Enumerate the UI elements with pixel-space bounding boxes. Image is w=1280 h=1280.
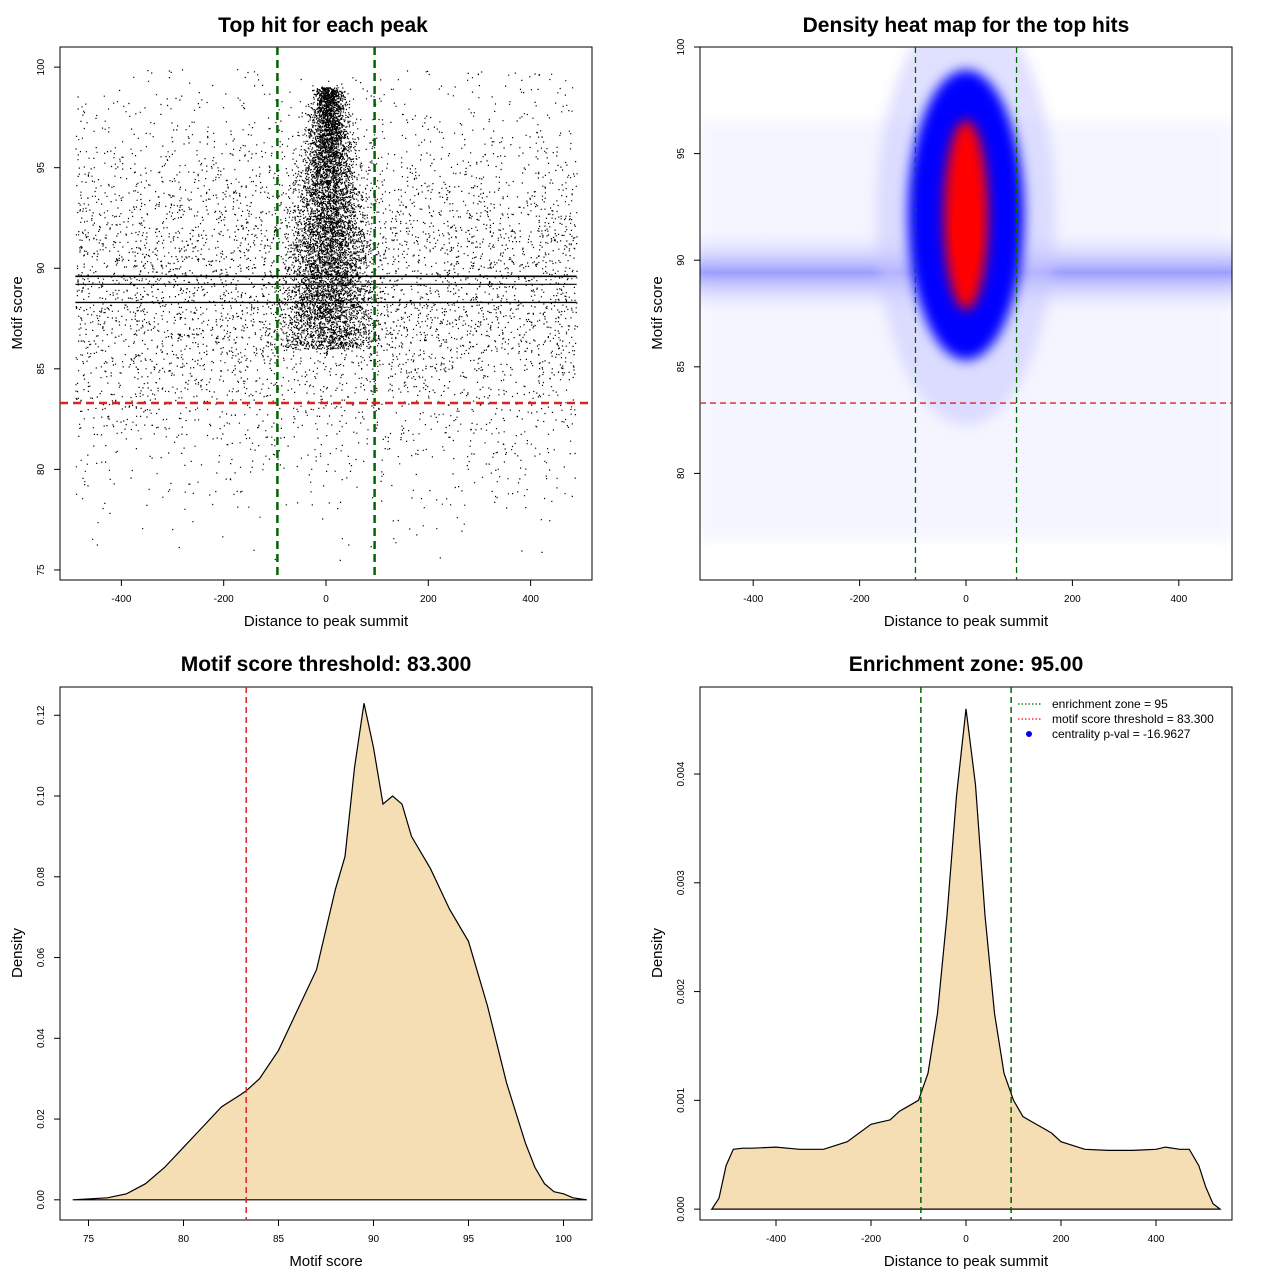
x-tick-label: 0 [963, 594, 969, 605]
x-axis: -400 -200 0 200 400 [743, 580, 1188, 605]
x-tick-label: 75 [83, 1234, 95, 1245]
density-area [72, 703, 587, 1201]
y-tick-label: 0.04 [36, 1028, 47, 1048]
panel-heatmap: Density heat map for the top hits 80 85 90… [649, 14, 1233, 630]
legend-label-threshold: motif score threshold = 83.300 [1052, 712, 1214, 726]
density-area [710, 708, 1223, 1210]
y-tick-label: 0.000 [676, 1196, 687, 1221]
chart-title: Density heat map for the top hits [803, 14, 1130, 37]
x-tick-label: 200 [1053, 1234, 1070, 1245]
y-tick-label: 80 [676, 467, 687, 479]
x-axis-label: Motif score [289, 1253, 362, 1270]
y-axis-label: Density [9, 927, 26, 978]
x-axis-label: Distance to peak summit [244, 613, 409, 630]
x-tick-label: -400 [111, 594, 131, 605]
legend-label-enrichment: enrichment zone = 95 [1052, 697, 1168, 711]
y-axis-label: Motif score [649, 276, 666, 349]
chart-title: Motif score threshold: 83.300 [181, 653, 472, 676]
y-axis: 80 85 90 95 100 [676, 38, 700, 479]
y-axis-label: Density [649, 927, 666, 978]
x-tick-label: 100 [555, 1234, 572, 1245]
panel-distance-density: Enrichment zone: 95.00 0.0000.0010.0020.… [649, 653, 1233, 1270]
x-axis-label: Distance to peak summit [884, 613, 1049, 630]
y-tick-label: 0.003 [676, 870, 687, 895]
y-tick-label: 90 [676, 254, 687, 266]
y-tick-label: 0.10 [36, 786, 47, 806]
y-tick-label: 95 [676, 148, 687, 160]
x-tick-label: 400 [522, 594, 539, 605]
panel-scatter: Top hit for each peak 75 80 85 90 95 100 -400… [9, 14, 593, 630]
chart-title: Top hit for each peak [218, 14, 428, 37]
x-axis: -400 -200 0 200 400 [111, 580, 539, 605]
y-tick-label: 95 [36, 162, 47, 174]
scatter-points [75, 69, 578, 561]
y-axis-label: Motif score [9, 276, 26, 349]
x-tick-label: 80 [178, 1234, 190, 1245]
x-tick-label: 95 [463, 1234, 475, 1245]
scatter-point-cloud [75, 69, 578, 561]
x-tick-label: -200 [861, 1234, 881, 1245]
y-tick-label: 0.06 [36, 947, 47, 967]
x-tick-label: 400 [1170, 594, 1187, 605]
reference-lines [920, 687, 1012, 1220]
x-tick-label: 90 [368, 1234, 380, 1245]
y-tick-label: 0.02 [36, 1109, 47, 1129]
x-tick-label: 200 [420, 594, 437, 605]
y-tick-label: 90 [36, 262, 47, 274]
heatmap-hotspot-inner [952, 185, 980, 275]
y-axis: 0.00 0.02 0.04 0.06 0.08 0.10 0.12 [36, 705, 60, 1210]
y-tick-label: 100 [676, 38, 687, 55]
y-tick-label: 85 [36, 363, 47, 375]
reference-lines [60, 47, 592, 580]
x-tick-label: -400 [766, 1234, 786, 1245]
x-tick-label: -200 [214, 594, 234, 605]
y-tick-label: 100 [36, 58, 47, 75]
y-tick-label: 0.004 [676, 761, 687, 786]
plot-frame [59, 686, 593, 1221]
y-axis: 75 80 85 90 95 100 [36, 58, 60, 576]
x-axis: 75 80 85 90 95 100 [83, 1220, 572, 1245]
y-tick-label: 75 [36, 564, 47, 576]
x-tick-label: 0 [963, 1234, 969, 1245]
panel-score-density: Motif score threshold: 83.300 0.000.020.… [9, 653, 593, 1270]
y-axis: 0.000 0.001 0.002 0.003 0.004 [676, 761, 700, 1222]
density-curve [710, 708, 1223, 1210]
density-curve [72, 703, 587, 1201]
reference-lines [700, 47, 1232, 580]
chart-title: Enrichment zone: 95.00 [849, 653, 1084, 676]
legend: enrichment zone = 95 motif score thresho… [1018, 697, 1214, 741]
x-tick-label: -200 [850, 594, 870, 605]
y-tick-label: 85 [676, 361, 687, 373]
x-tick-label: -400 [743, 594, 763, 605]
y-tick-label: 0.00 [36, 1190, 47, 1210]
legend-label-pval: centrality p-val = -16.9627 [1052, 727, 1191, 741]
y-tick-label: 0.002 [676, 979, 687, 1004]
x-tick-label: 400 [1148, 1234, 1165, 1245]
x-axis-label: Distance to peak summit [884, 1253, 1049, 1270]
x-tick-label: 85 [273, 1234, 285, 1245]
y-tick-label: 0.001 [676, 1087, 687, 1112]
y-tick-label: 80 [36, 463, 47, 475]
x-axis: -400 -200 0 200 400 [766, 1220, 1165, 1245]
legend-swatch-pval [1026, 731, 1032, 737]
x-tick-label: 0 [323, 594, 329, 605]
x-tick-label: 200 [1064, 594, 1081, 605]
y-tick-label: 0.08 [36, 867, 47, 887]
heatmap-area [700, 47, 1232, 580]
y-tick-label: 0.12 [36, 705, 47, 725]
